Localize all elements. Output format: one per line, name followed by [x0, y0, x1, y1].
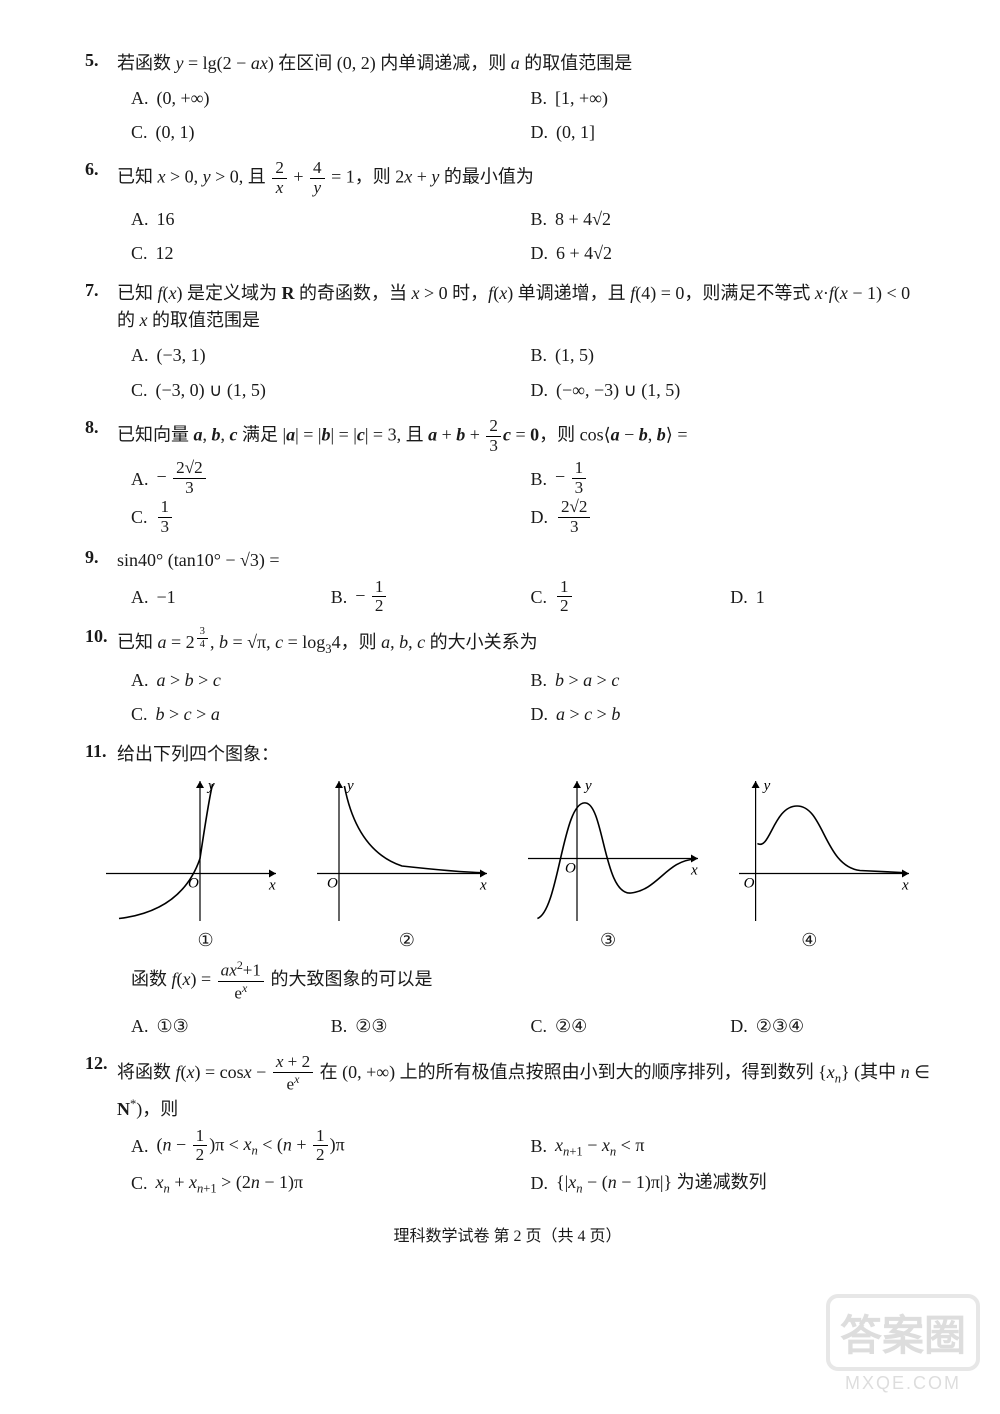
answer-option[interactable]: C.(−3, 0) ∪ (1, 5) [131, 373, 531, 407]
question-text: 已知 f(x) 是定义域为 R 的奇函数，当 x > 0 时，f(x) 单调递增… [117, 280, 930, 334]
answer-option[interactable]: D.6 + 4√2 [531, 236, 931, 270]
svg-text:O: O [188, 876, 199, 892]
question: 5. 若函数 y = lg(2 − ax) 在区间 (0, 2) 内单调递减，则… [85, 50, 930, 149]
watermark-big: 答案圈 [826, 1294, 980, 1371]
answer-option[interactable]: B.b > a > c [531, 663, 931, 697]
answer-option[interactable]: B.− 13 [531, 459, 931, 498]
answer-option[interactable]: A.− 2√23 [131, 459, 531, 498]
answer-option[interactable]: D.(−∞, −3) ∪ (1, 5) [531, 373, 931, 407]
question-text: 函数 f(x) = ax2+1ex 的大致图象的可以是 [85, 959, 930, 1003]
question-text: 若函数 y = lg(2 − ax) 在区间 (0, 2) 内单调递减，则 a … [117, 50, 930, 77]
answer-option[interactable]: B.8 + 4√2 [531, 202, 931, 236]
watermark: 答案圈 MXQE.COM [826, 1294, 980, 1394]
answer-option[interactable]: A.−1 [131, 578, 331, 617]
question-number: 7. [85, 280, 117, 301]
answer-option[interactable]: D.(0, 1] [531, 115, 931, 149]
answer-option[interactable]: C.13 [131, 498, 531, 537]
answer-option[interactable]: D.a > c > b [531, 697, 931, 731]
question-number: 12. [85, 1053, 117, 1074]
answer-option[interactable]: C.12 [531, 578, 731, 617]
answer-option[interactable]: A.16 [131, 202, 531, 236]
question-number: 6. [85, 159, 117, 180]
graph-label: ④ [801, 930, 817, 951]
question-text: 将函数 f(x) = cosx − x + 2ex 在 (0, +∞) 上的所有… [117, 1053, 930, 1122]
question-number: 8. [85, 417, 117, 438]
answer-option[interactable]: B.[1, +∞) [531, 81, 931, 115]
question-text: 已知向量 a, b, c 满足 |a| = |b| = |c| = 3, 且 a… [117, 417, 930, 456]
graph-4: O x y [734, 776, 914, 926]
question: 12. 将函数 f(x) = cosx − x + 2ex 在 (0, +∞) … [85, 1053, 930, 1201]
answer-option[interactable]: A.a > b > c [131, 663, 531, 697]
question: 9. sin40° (tan10° − √3) = A.−1B.− 12C.12… [85, 547, 930, 617]
page-footer: 理科数学试卷 第 2 页（共 4 页） [85, 1222, 930, 1246]
svg-text:x: x [268, 878, 276, 894]
svg-text:O: O [327, 876, 338, 892]
svg-text:x: x [479, 878, 487, 894]
question: 7. 已知 f(x) 是定义域为 R 的奇函数，当 x > 0 时，f(x) 单… [85, 280, 930, 406]
graph-label: ③ [600, 930, 616, 951]
answer-option[interactable]: C.(0, 1) [131, 115, 531, 149]
question: 8. 已知向量 a, b, c 满足 |a| = |b| = |c| = 3, … [85, 417, 930, 537]
answer-option[interactable]: D.2√23 [531, 498, 931, 537]
answer-option[interactable]: A.①③ [131, 1009, 331, 1043]
answer-option[interactable]: C.②④ [531, 1009, 731, 1043]
svg-text:y: y [583, 778, 592, 794]
answer-option[interactable]: B.− 12 [331, 578, 531, 617]
answer-option[interactable]: C.b > c > a [131, 697, 531, 731]
watermark-small: MXQE.COM [826, 1373, 980, 1394]
question: 10. 已知 a = 234, b = √π, c = log34，则 a, b… [85, 626, 930, 731]
graph-2: O x y [312, 776, 492, 926]
question: 6. 已知 x > 0, y > 0, 且 2x + 4y = 1，则 2x +… [85, 159, 930, 270]
svg-text:O: O [565, 861, 576, 877]
question-number: 9. [85, 547, 117, 568]
answer-option[interactable]: B.xn+1 − xn < π [531, 1127, 931, 1166]
question-text: 已知 a = 234, b = √π, c = log34，则 a, b, c … [117, 626, 930, 659]
question-number: 5. [85, 50, 117, 71]
answer-option[interactable]: A.(n − 12)π < xn < (n + 12)π [131, 1127, 531, 1166]
answer-option[interactable]: C.12 [131, 236, 531, 270]
answer-option[interactable]: C.xn + xn+1 > (2n − 1)π [131, 1165, 531, 1202]
graph-3: O x y [523, 776, 703, 926]
answer-option[interactable]: B.(1, 5) [531, 338, 931, 372]
question-number: 11. [85, 741, 117, 762]
svg-text:x: x [901, 878, 909, 894]
graph-label: ① [198, 930, 214, 951]
answer-option[interactable]: A.(0, +∞) [131, 81, 531, 115]
graph-label: ② [399, 930, 415, 951]
answer-option[interactable]: D.{|xn − (n − 1)π|} 为递减数列 [531, 1165, 931, 1202]
question-text: 已知 x > 0, y > 0, 且 2x + 4y = 1，则 2x + y … [117, 159, 930, 198]
answer-option[interactable]: B.②③ [331, 1009, 531, 1043]
question-text: 给出下列四个图象： [117, 741, 930, 768]
answer-option[interactable]: D.②③④ [730, 1009, 930, 1043]
svg-text:y: y [762, 778, 771, 794]
svg-text:O: O [744, 876, 755, 892]
answer-option[interactable]: D.1 [730, 578, 930, 617]
svg-text:x: x [690, 863, 698, 879]
question: 11. 给出下列四个图象： O x y O x y O x y O x y [85, 741, 930, 1043]
question-text: sin40° (tan10° − √3) = [117, 547, 930, 574]
graph-1: O x y [101, 776, 281, 926]
question-number: 10. [85, 626, 117, 647]
answer-option[interactable]: A.(−3, 1) [131, 338, 531, 372]
